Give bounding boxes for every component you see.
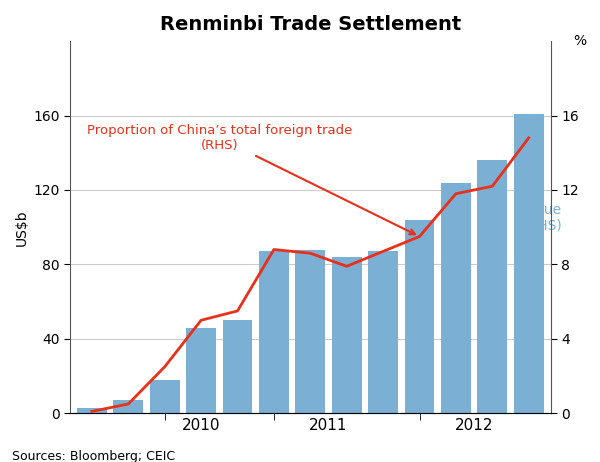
Bar: [368, 251, 398, 413]
Title: Renminbi Trade Settlement: Renminbi Trade Settlement: [160, 15, 461, 34]
Bar: [295, 249, 325, 413]
Bar: [186, 328, 216, 413]
Text: Value
(LHS): Value (LHS): [524, 203, 562, 233]
Text: Proportion of China’s total foreign trade
(RHS): Proportion of China’s total foreign trad…: [86, 124, 415, 234]
Bar: [332, 257, 362, 413]
Bar: [150, 380, 179, 413]
Bar: [441, 182, 471, 413]
Y-axis label: US$b: US$b: [15, 209, 29, 245]
Bar: [404, 220, 434, 413]
Bar: [77, 407, 107, 413]
Bar: [113, 400, 143, 413]
Bar: [259, 251, 289, 413]
Bar: [514, 114, 544, 413]
Text: Sources: Bloomberg; CEIC: Sources: Bloomberg; CEIC: [12, 450, 175, 462]
Bar: [478, 160, 507, 413]
Y-axis label: %: %: [573, 34, 586, 48]
Bar: [223, 320, 253, 413]
